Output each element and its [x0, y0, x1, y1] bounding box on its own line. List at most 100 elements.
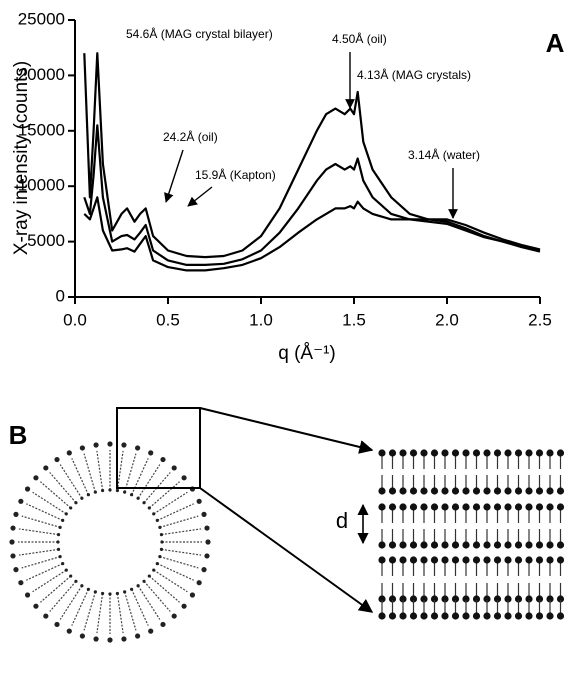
- lipid-head: [483, 612, 491, 620]
- lipid-head: [388, 556, 397, 564]
- lipid-tail: [21, 515, 61, 528]
- lipid-head: [155, 518, 159, 522]
- lipid-head: [152, 512, 156, 516]
- lipid-head: [159, 547, 164, 552]
- lipid-head: [24, 486, 31, 492]
- lipid-head: [201, 511, 207, 517]
- lipid-head: [160, 621, 166, 628]
- annotation: 3.14Å (water): [408, 147, 480, 162]
- lipid-head: [399, 556, 407, 564]
- lipid-head: [504, 449, 512, 457]
- lipid-head: [388, 541, 397, 549]
- lipid-head: [504, 487, 512, 495]
- lipid-head: [430, 612, 439, 620]
- lipid-head: [514, 541, 523, 549]
- lipid-head: [54, 621, 60, 628]
- lipid-head: [171, 613, 177, 619]
- lipid-head: [93, 442, 99, 448]
- lipid-head: [147, 574, 151, 578]
- lipid-head: [399, 449, 407, 457]
- lipid-tail: [157, 563, 194, 581]
- lipid-tail: [18, 528, 59, 536]
- lipid-head: [430, 503, 439, 511]
- lipid-head: [378, 556, 386, 564]
- lipid-head: [66, 450, 72, 456]
- lipid-head: [86, 493, 90, 497]
- lipid-head: [451, 503, 460, 511]
- lipid-head: [451, 556, 460, 564]
- lipid-head: [525, 595, 533, 603]
- lipid-head: [205, 539, 211, 545]
- lipid-tail: [21, 556, 61, 569]
- lipid-head: [462, 541, 470, 549]
- lipid-head: [107, 441, 113, 447]
- lipid-head: [56, 547, 61, 552]
- lipid-head: [493, 449, 502, 457]
- lipid-head: [546, 503, 554, 511]
- zoom-arrow: [199, 407, 374, 454]
- lipid-head: [56, 540, 60, 544]
- lipid-tail: [49, 580, 77, 612]
- lipid-head: [64, 568, 68, 572]
- lipid-tail: [116, 593, 124, 634]
- lipid-head: [100, 488, 105, 493]
- annotation-arrow: [187, 186, 213, 207]
- lipid-head: [409, 449, 418, 457]
- lipid-head: [504, 503, 512, 511]
- lipid-head: [483, 503, 491, 511]
- lipid-head: [13, 567, 19, 573]
- lipid-head: [158, 555, 162, 559]
- lipid-head: [79, 445, 85, 451]
- lipid-head: [546, 612, 554, 620]
- lipid-head: [535, 503, 544, 511]
- lipid-head: [378, 595, 386, 603]
- y-tick-label: 5000: [27, 231, 65, 250]
- lipid-head: [504, 595, 512, 603]
- lipid-tail: [137, 585, 161, 620]
- lipid-tail: [124, 453, 137, 493]
- lipid-tail: [40, 481, 72, 509]
- lipid-diagram: [9, 407, 565, 643]
- annotation: 4.50Å (oil): [332, 31, 387, 46]
- y-tick-label: 25000: [18, 9, 65, 28]
- lipid-head: [107, 637, 113, 643]
- lipid-head: [525, 449, 533, 457]
- lipid-head: [24, 592, 31, 598]
- lipid-head: [441, 556, 449, 564]
- lipid-head: [514, 449, 523, 457]
- lipid-head: [462, 487, 470, 495]
- lipid-head: [121, 636, 127, 642]
- lipid-tail: [161, 528, 202, 536]
- lipid-head: [86, 587, 90, 591]
- lipid-head: [514, 556, 523, 564]
- lipid-head: [181, 475, 187, 481]
- lipid-tail: [157, 503, 194, 521]
- lipid-head: [535, 541, 544, 549]
- data-line: [83, 124, 541, 266]
- lipid-tail: [143, 472, 171, 504]
- lipid-head: [493, 556, 502, 564]
- lipid-head: [61, 562, 65, 566]
- lipid-head: [152, 568, 156, 572]
- lipid-head: [546, 449, 554, 457]
- lipid-tail: [26, 503, 63, 521]
- lipid-head: [430, 595, 439, 603]
- lipid-head: [430, 541, 439, 549]
- lipid-head: [483, 487, 491, 495]
- lipid-tail: [131, 458, 149, 495]
- lipid-head: [135, 633, 141, 639]
- lipid-head: [33, 603, 39, 609]
- lipid-tail: [83, 453, 96, 493]
- lipid-head: [441, 541, 449, 549]
- lipid-head: [525, 541, 533, 549]
- lipid-head: [388, 612, 397, 620]
- x-tick-label: 1.5: [342, 310, 366, 329]
- lipid-head: [409, 595, 418, 603]
- lipid-head: [10, 525, 16, 531]
- lipid-head: [58, 555, 62, 559]
- lipid-head: [472, 487, 481, 495]
- lipid-head: [399, 503, 407, 511]
- lipid-head: [493, 503, 502, 511]
- lipid-head: [69, 574, 73, 578]
